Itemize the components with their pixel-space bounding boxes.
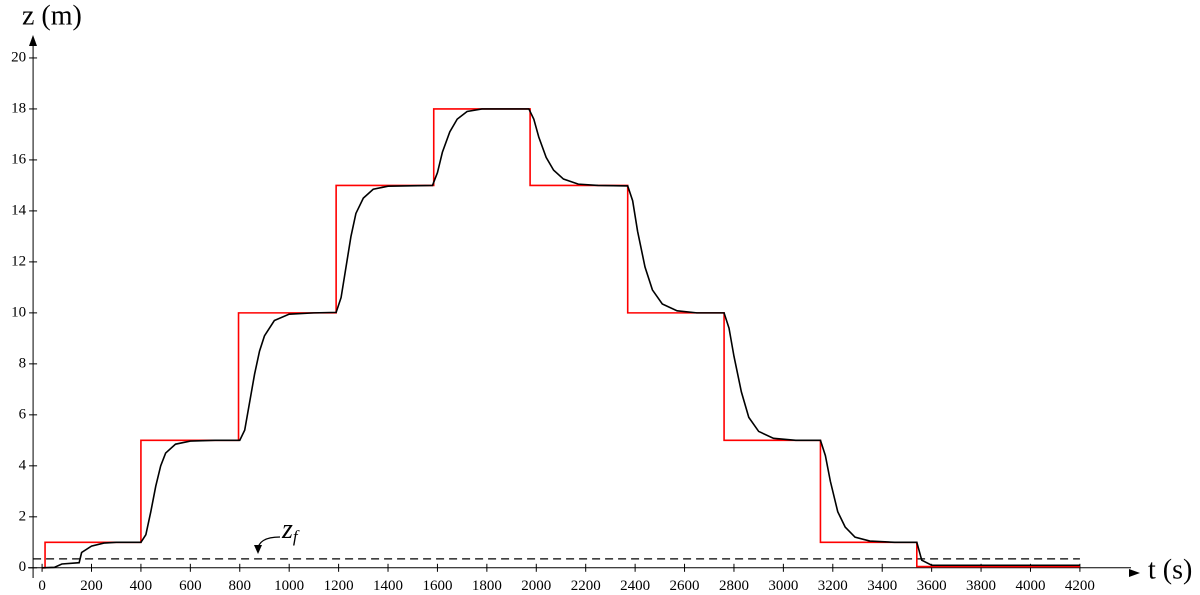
y-tick-label: 8: [19, 355, 27, 371]
x-tick-label: 3200: [818, 578, 848, 594]
y-tick-label: 6: [19, 406, 27, 422]
x-tick-label: 2400: [620, 578, 650, 594]
x-arrow: [1129, 569, 1140, 577]
x-tick-label: 1600: [422, 578, 452, 594]
x-tick-label: 1800: [472, 578, 502, 594]
x-tick-label: 4000: [1015, 578, 1045, 594]
x-tick-label: 2600: [670, 578, 700, 594]
y-tick-label: 20: [11, 49, 26, 65]
y-tick-label: 4: [19, 457, 27, 473]
x-tick-label: 3800: [966, 578, 996, 594]
y-tick-label: 10: [11, 304, 26, 320]
x-axis-label: t (s): [1148, 554, 1192, 585]
x-tick-label: 0: [38, 578, 46, 594]
x-tick-label: 3600: [917, 578, 947, 594]
y-tick-label: 2: [19, 508, 27, 524]
y-axis-label: z (m): [22, 0, 82, 31]
series-line: [42, 108, 1080, 569]
annotation-label: zf: [281, 514, 300, 545]
annotation-arrow: [257, 536, 281, 551]
x-tick-label: 4200: [1065, 578, 1095, 594]
x-tick-label: 800: [229, 578, 252, 594]
x-tick-label: 200: [80, 578, 103, 594]
x-tick-label: 2200: [571, 578, 601, 594]
annotation-arrowhead: [254, 545, 262, 554]
x-tick-label: 400: [130, 578, 153, 594]
x-tick-label: 2800: [719, 578, 749, 594]
y-tick-label: 18: [11, 100, 26, 116]
y-tick-label: 16: [11, 151, 27, 167]
x-tick-label: 3400: [867, 578, 897, 594]
x-tick-label: 3000: [768, 578, 798, 594]
x-tick-label: 2000: [521, 578, 551, 594]
y-tick-label: 14: [11, 202, 27, 218]
x-tick-label: 600: [179, 578, 202, 594]
y-tick-label: 0: [19, 559, 27, 575]
x-tick-label: 1200: [324, 578, 354, 594]
y-tick-label: 12: [11, 253, 26, 269]
x-tick-label: 1000: [274, 578, 304, 594]
x-tick-label: 1400: [373, 578, 403, 594]
